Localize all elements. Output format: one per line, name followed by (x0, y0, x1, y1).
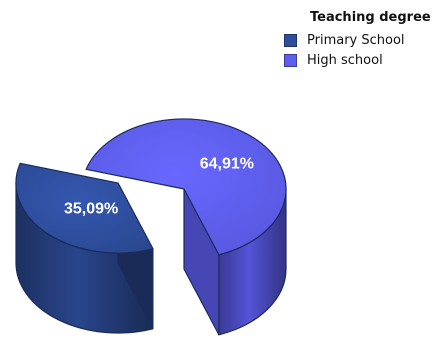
pie-slice-top-primary-school (15, 162, 154, 254)
legend-label-primary-school: Primary School (307, 32, 405, 48)
legend-item-primary-school: Primary School (282, 30, 432, 50)
legend-swatch-primary-school (284, 33, 297, 47)
data-label-primary-school: 35,09% (64, 201, 118, 218)
legend: Teaching degree Primary School High scho… (282, 10, 432, 70)
pie-slice-primary-school: 35,09% (15, 162, 154, 334)
legend-item-high-school: High school (282, 50, 432, 70)
legend-label-high-school: High school (307, 52, 383, 68)
legend-swatch-high-school (284, 53, 297, 67)
legend-title: Teaching degree (310, 10, 431, 25)
pie-slice-high-school: 64,91% (85, 118, 287, 336)
data-label-high-school: 64,91% (200, 155, 254, 172)
pie-slice-top-high-school (85, 118, 287, 256)
